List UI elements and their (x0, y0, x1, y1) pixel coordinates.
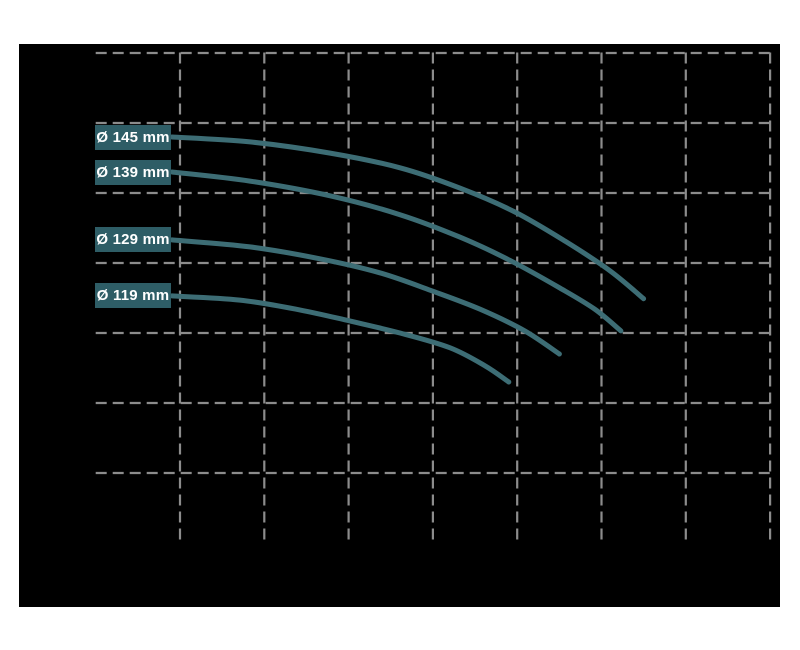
curve-119mm (169, 293, 512, 385)
curve-139mm (169, 169, 624, 334)
curve-145mm (169, 134, 647, 302)
curve-129mm (169, 237, 562, 357)
plot-area (19, 44, 780, 607)
grid-lines (95, 51, 773, 540)
impeller-curves (169, 134, 647, 385)
